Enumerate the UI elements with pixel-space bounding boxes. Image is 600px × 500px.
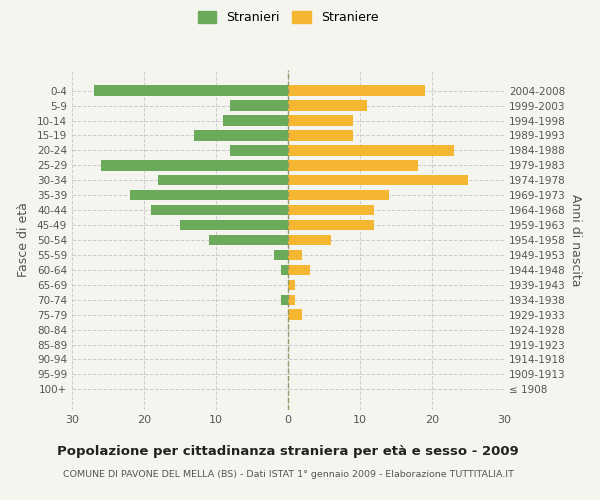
- Bar: [288, 130, 353, 140]
- Bar: [288, 220, 374, 230]
- Bar: [288, 205, 374, 216]
- Bar: [288, 280, 295, 290]
- Legend: Stranieri, Straniere: Stranieri, Straniere: [197, 11, 379, 24]
- Bar: [288, 264, 310, 275]
- Bar: [130, 190, 288, 200]
- Bar: [288, 190, 389, 200]
- Bar: [158, 175, 288, 186]
- Bar: [274, 250, 288, 260]
- Bar: [101, 160, 288, 170]
- Bar: [230, 100, 288, 111]
- Bar: [209, 235, 288, 245]
- Y-axis label: Fasce di età: Fasce di età: [17, 202, 30, 278]
- Bar: [180, 220, 288, 230]
- Bar: [288, 250, 302, 260]
- Bar: [230, 145, 288, 156]
- Bar: [288, 145, 454, 156]
- Bar: [94, 86, 288, 96]
- Bar: [288, 294, 295, 305]
- Bar: [194, 130, 288, 140]
- Bar: [288, 175, 468, 186]
- Bar: [288, 86, 425, 96]
- Text: Popolazione per cittadinanza straniera per età e sesso - 2009: Popolazione per cittadinanza straniera p…: [57, 445, 519, 458]
- Y-axis label: Anni di nascita: Anni di nascita: [569, 194, 582, 286]
- Bar: [288, 235, 331, 245]
- Bar: [281, 264, 288, 275]
- Bar: [288, 116, 353, 126]
- Bar: [281, 294, 288, 305]
- Text: COMUNE DI PAVONE DEL MELLA (BS) - Dati ISTAT 1° gennaio 2009 - Elaborazione TUTT: COMUNE DI PAVONE DEL MELLA (BS) - Dati I…: [62, 470, 514, 479]
- Bar: [151, 205, 288, 216]
- Bar: [288, 100, 367, 111]
- Bar: [223, 116, 288, 126]
- Bar: [288, 160, 418, 170]
- Bar: [288, 310, 302, 320]
